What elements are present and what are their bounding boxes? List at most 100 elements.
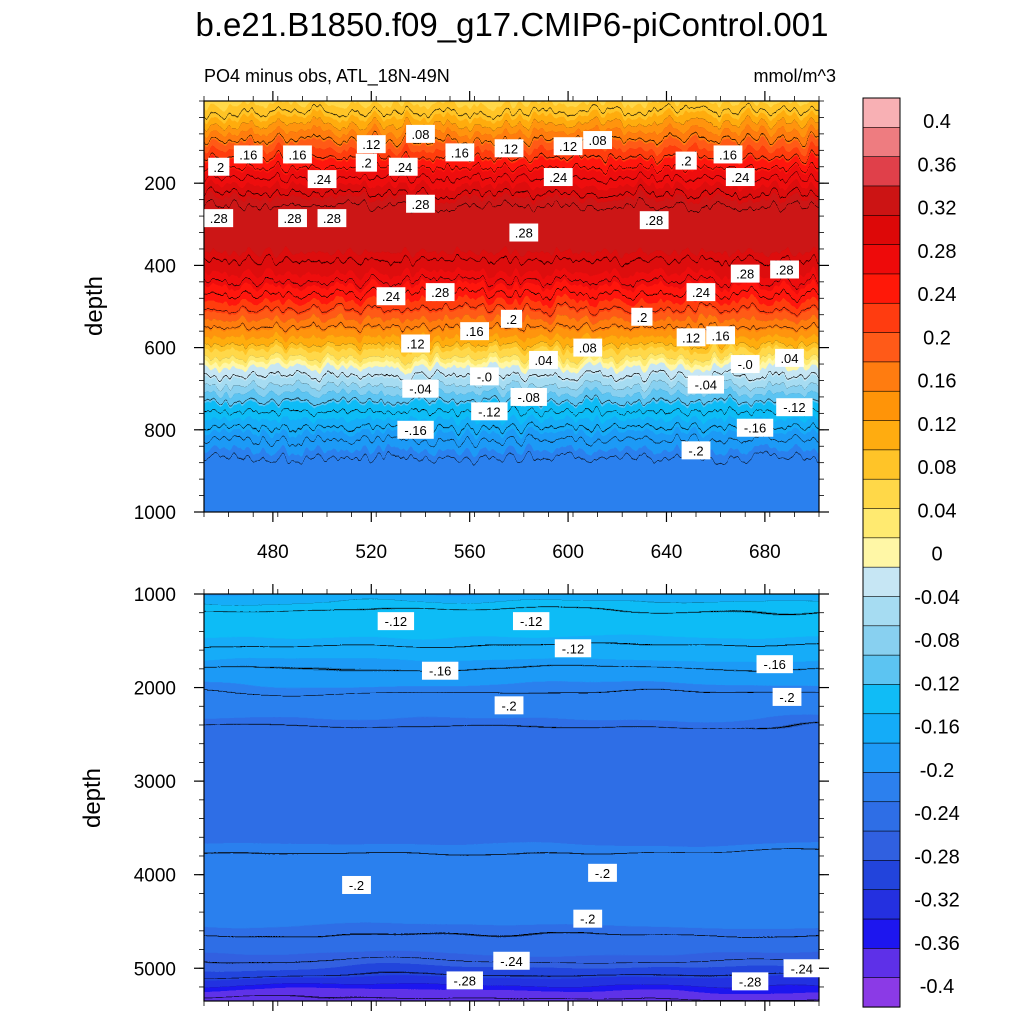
contour-label-text: -.24 bbox=[791, 961, 813, 976]
colorbar-tick-label: 0.32 bbox=[918, 198, 957, 220]
contour-label: .2 bbox=[355, 153, 377, 172]
contour-label: -.28 bbox=[446, 971, 483, 990]
contour-label-text: .16 bbox=[466, 324, 484, 339]
contour-label-text: -.12 bbox=[385, 614, 407, 629]
colorbar-swatch bbox=[862, 97, 901, 128]
colorbar-swatch bbox=[862, 625, 901, 656]
contour-label-box bbox=[500, 309, 523, 328]
contour-label: .16 bbox=[706, 326, 735, 345]
contour-label-box bbox=[730, 355, 760, 374]
contour-label: .24 bbox=[388, 157, 418, 176]
x-tick-label: 480 bbox=[257, 542, 289, 563]
contour-label-text: .16 bbox=[239, 147, 257, 162]
lower-plot-frame bbox=[203, 593, 820, 1002]
contour-label: .28 bbox=[204, 209, 234, 228]
contour-label-box bbox=[687, 375, 725, 394]
contour-label-box bbox=[675, 151, 697, 170]
colorbar-swatch bbox=[862, 478, 901, 510]
colorbar-swatch bbox=[862, 948, 901, 979]
contour-label-text: .24 bbox=[394, 160, 412, 175]
colorbar-tick-label: 0.36 bbox=[918, 154, 957, 176]
colorbar-swatch bbox=[862, 801, 901, 832]
contour-label-text: .04 bbox=[534, 353, 552, 368]
units-label: mmol/m^3 bbox=[754, 66, 836, 86]
contour-label-box bbox=[772, 687, 802, 706]
contour-label-box bbox=[509, 223, 539, 242]
colorbar-tick-label: -0.28 bbox=[914, 846, 960, 868]
contour-label-text: -.12 bbox=[520, 614, 542, 629]
contour-label: -.2 bbox=[772, 687, 802, 706]
contour-label-box bbox=[425, 283, 455, 302]
contour-label-box bbox=[283, 145, 312, 164]
contour-label-box bbox=[233, 145, 263, 164]
contour-label-box bbox=[529, 350, 558, 369]
colorbar-tick-label: -0.04 bbox=[914, 587, 960, 609]
contour-label-text: .28 bbox=[431, 285, 449, 300]
contour-label: -.04 bbox=[402, 379, 439, 398]
contour-label-text: -.16 bbox=[404, 423, 426, 438]
colorbar-swatch bbox=[862, 127, 901, 158]
lower-panel: -.12 -.12 -.12 -.16 -.16 -.2 -.2 -.2 -.2 -.2 -.24 -… bbox=[79, 584, 829, 1011]
contour-label-box bbox=[553, 137, 583, 156]
contour-label-box bbox=[356, 135, 386, 154]
contour-label-box bbox=[731, 972, 769, 991]
lower-y-axis-label: depth bbox=[79, 768, 106, 828]
contour-band bbox=[204, 845, 819, 943]
contour-label-box bbox=[406, 124, 435, 143]
contour-label-box bbox=[583, 131, 612, 150]
contour-label-box bbox=[588, 863, 617, 882]
contour-label-box bbox=[775, 348, 804, 367]
contour-label: .16 bbox=[445, 143, 475, 162]
contour-label-text: -.2 bbox=[688, 443, 703, 458]
upper-contour-labels: .2 .16 .16 .12 .08 .2 .24 .24 .16 .12 .12 .08 .2 .16.… bbox=[204, 124, 813, 460]
contour-label: .12 bbox=[401, 334, 430, 353]
contour-label: -.04 bbox=[687, 375, 725, 394]
contour-label: .24 bbox=[307, 170, 337, 189]
colorbar-swatch bbox=[862, 302, 901, 334]
contour-label-text: .12 bbox=[500, 141, 518, 156]
contour-label-box bbox=[493, 951, 530, 970]
contour-label: .28 bbox=[278, 209, 307, 228]
contour-label-text: -.2 bbox=[779, 690, 794, 705]
contour-label: .08 bbox=[573, 338, 603, 357]
contour-label-text: -.2 bbox=[595, 866, 610, 881]
y-tick-label: 200 bbox=[144, 174, 176, 195]
colorbar-tick-label: -0.2 bbox=[920, 760, 954, 782]
upper-axes: 480 520 560 600 640 680 200 400 600 800 1000 bbox=[134, 91, 829, 563]
colorbar-tick-label: -0.32 bbox=[914, 890, 960, 912]
colorbar-swatch bbox=[862, 918, 901, 949]
colorbar-swatch bbox=[862, 830, 901, 861]
colorbar-swatch bbox=[862, 772, 901, 803]
contour-label-box bbox=[278, 209, 307, 228]
contour-label-box bbox=[397, 420, 434, 439]
contour-label: -.2 bbox=[342, 875, 371, 894]
colorbar-tick-label: 0.04 bbox=[918, 500, 957, 522]
colorbar-swatch bbox=[862, 244, 901, 275]
contour-label-text: .04 bbox=[780, 351, 798, 366]
colorbar-swatch bbox=[862, 889, 901, 920]
y-tick-label: 4000 bbox=[134, 866, 176, 887]
contour-label-text: .28 bbox=[323, 211, 341, 226]
contour-label-box bbox=[631, 307, 653, 326]
contour-label: -.12 bbox=[377, 612, 415, 631]
upper-plot-frame bbox=[203, 100, 820, 513]
contour-label: -.16 bbox=[736, 418, 774, 437]
contour-label-text: .24 bbox=[382, 289, 400, 304]
contour-label-text: -.08 bbox=[518, 390, 540, 405]
y-tick-label: 5000 bbox=[134, 959, 176, 980]
y-tick-label: 1000 bbox=[134, 585, 176, 606]
colorbar-swatch bbox=[862, 185, 901, 216]
contour-band bbox=[204, 990, 819, 1001]
contour-label-box bbox=[402, 379, 439, 398]
contour-label: .04 bbox=[529, 350, 558, 369]
colorbar-tick-label: 0.4 bbox=[923, 111, 951, 133]
contour-label: .24 bbox=[725, 168, 755, 187]
contour-label: .24 bbox=[376, 287, 406, 306]
y-tick-label: 2000 bbox=[134, 679, 176, 700]
contour-label: .28 bbox=[317, 209, 347, 228]
contour-label-text: -.28 bbox=[454, 973, 476, 988]
colorbar-swatch bbox=[862, 273, 901, 304]
contour-label-text: -.16 bbox=[764, 657, 786, 672]
y-tick-label: 800 bbox=[144, 421, 176, 442]
contour-label: .24 bbox=[543, 168, 573, 187]
